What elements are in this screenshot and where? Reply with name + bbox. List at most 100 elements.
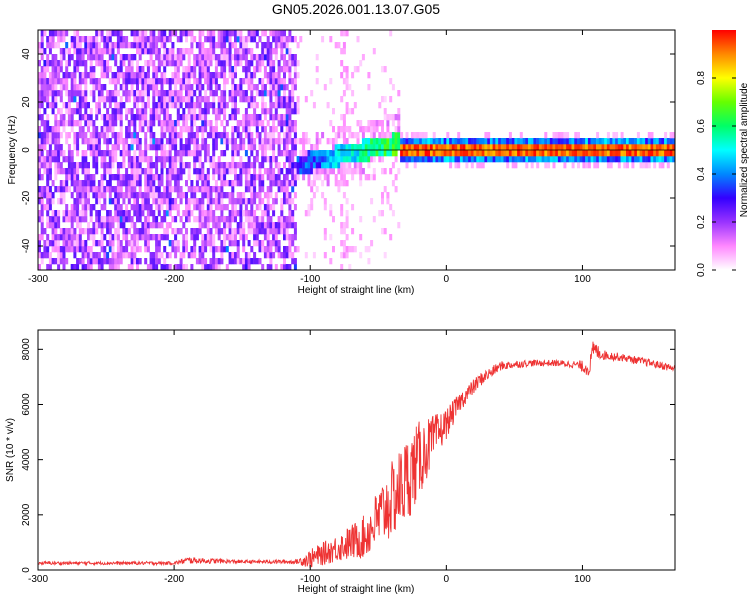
spectrogram-cell	[291, 84, 295, 91]
spectrogram-cell	[38, 156, 41, 163]
spectrogram-cell	[87, 48, 90, 55]
spectrogram-cell	[116, 90, 120, 97]
spectrogram-cell	[389, 150, 393, 157]
spectrogram-cell	[125, 66, 129, 73]
spectrogram-cell	[332, 156, 335, 163]
spectrogram-x-label: Height of straight line (km)	[298, 285, 415, 296]
spectrogram-cell	[261, 78, 265, 85]
spectrogram-cell	[462, 138, 466, 145]
spectrogram-cell	[40, 198, 44, 205]
spectrogram-cell	[258, 54, 262, 61]
spectrogram-cell	[146, 102, 150, 109]
spectrogram-cell	[136, 102, 139, 109]
spectrogram-cell	[239, 84, 243, 91]
spectrogram-cell	[231, 96, 235, 103]
spectrogram-cell	[269, 78, 273, 85]
spectrogram-cell	[283, 120, 286, 127]
spectrogram-cell	[214, 120, 218, 127]
spectrogram-cell	[397, 144, 401, 151]
spectrogram-cell	[653, 156, 657, 163]
spectrogram-cell	[152, 30, 156, 37]
spectrogram-cell	[40, 72, 44, 79]
spectrogram-cell	[310, 90, 314, 97]
spectrogram-cell	[329, 150, 333, 157]
spectrogram-cell	[136, 114, 139, 121]
spectrogram-cell	[487, 138, 491, 145]
spectrogram-cell	[204, 180, 208, 187]
spectrogram-cell	[585, 150, 589, 157]
spectrogram-cell	[152, 60, 156, 67]
spectrogram-cell	[459, 156, 463, 163]
spectrogram-cell	[293, 102, 297, 109]
spectrogram-cell	[127, 180, 131, 187]
spectrogram-cell	[288, 168, 292, 175]
spectrogram-cell	[345, 180, 349, 187]
spectrogram-cell	[46, 186, 50, 193]
spectrogram-cell	[182, 234, 186, 241]
spectrogram-cell	[57, 126, 61, 133]
spectrogram-cell	[193, 132, 197, 139]
spectrogram-cell	[285, 252, 289, 259]
spectrogram-cell	[87, 126, 90, 133]
spectrogram-cell	[269, 162, 273, 169]
spectrogram-cell	[234, 168, 237, 175]
spectrogram-cell	[293, 54, 297, 61]
spectrogram-cell	[291, 252, 295, 259]
spectrogram-cell	[304, 168, 308, 175]
spectrogram-cell	[383, 144, 387, 151]
spectrogram-cell	[247, 222, 251, 229]
spectrogram-cell	[342, 132, 346, 139]
spectrogram-cell	[185, 114, 188, 121]
spectrogram-cell	[541, 156, 545, 163]
spectrogram-cell	[136, 216, 139, 223]
spectrogram-cell	[204, 264, 208, 270]
spectrogram-cell	[255, 222, 259, 229]
spectrogram-cell	[119, 36, 123, 43]
spectrogram-cell	[244, 48, 248, 55]
spectrogram-cell	[155, 156, 159, 163]
spectrogram-cell	[214, 198, 218, 205]
spectrogram-cell	[87, 168, 90, 175]
spectrogram-cell	[370, 156, 374, 163]
spectrogram-cell	[372, 174, 376, 181]
spectrogram-cell	[639, 138, 643, 145]
spectrogram-cell	[454, 138, 458, 145]
spectrogram-cell	[541, 150, 545, 157]
spectrogram-cell	[503, 138, 507, 145]
spectrogram-cell	[283, 234, 286, 241]
spectrogram-cell	[214, 258, 218, 265]
spectrogram-cell	[332, 246, 335, 253]
spectrogram-cell	[310, 186, 314, 193]
spectrogram-cell	[277, 78, 281, 85]
spectrogram-cell	[149, 36, 153, 43]
spectrogram-cell	[152, 36, 156, 43]
spectrogram-cell	[288, 234, 292, 241]
spectrogram-cell	[146, 72, 150, 79]
spectrogram-cell	[78, 60, 82, 67]
spectrogram-cell	[81, 246, 85, 253]
spectrogram-cell	[263, 150, 267, 157]
spectrogram-cell	[171, 246, 175, 253]
spectrogram-cell	[269, 204, 273, 211]
spectrogram-cell	[280, 126, 284, 133]
spectrogram-cell	[217, 162, 221, 169]
spectrogram-cell	[381, 198, 384, 205]
spectrogram-cell	[133, 180, 137, 187]
spectrogram-cell	[280, 186, 284, 193]
spectrogram-cell	[269, 42, 273, 49]
spectrogram-cell	[111, 54, 115, 61]
spectrogram-cell	[217, 30, 221, 37]
spectrogram-cell	[54, 60, 58, 67]
spectrogram-cell	[73, 78, 77, 85]
spectrogram-cell	[46, 180, 50, 187]
spectrogram-cell	[97, 186, 101, 193]
spectrogram-cell	[585, 162, 589, 169]
spectrogram-cell	[361, 132, 365, 139]
spectrogram-cell	[70, 90, 74, 97]
spectrogram-cell	[272, 126, 276, 133]
spectrogram-cell	[40, 162, 44, 169]
spectrogram-cell	[628, 156, 632, 163]
spectrogram-cell	[244, 216, 248, 223]
spectrogram-cell	[122, 102, 126, 109]
spectrogram-cell	[329, 234, 333, 241]
